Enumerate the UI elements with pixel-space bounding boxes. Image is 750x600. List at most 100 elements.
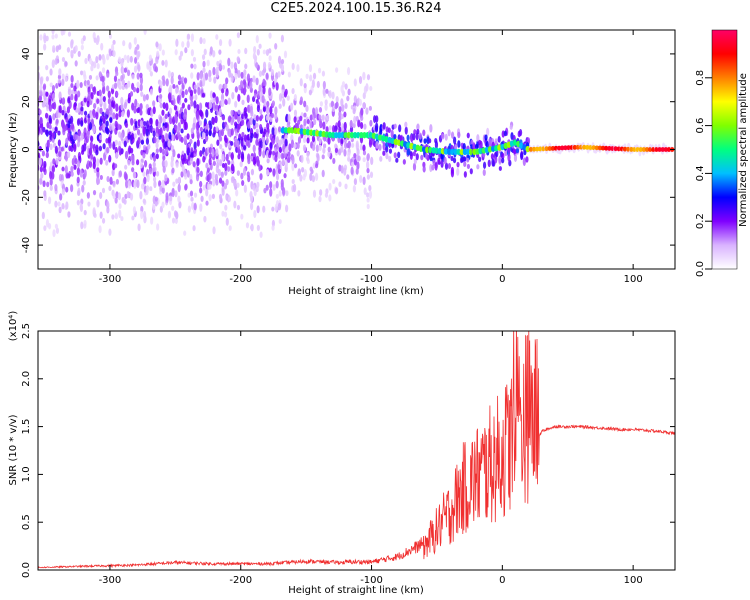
spectrogram-cell [476, 134, 480, 142]
spectrogram-cell [197, 86, 201, 96]
spectrogram-cell [51, 165, 56, 173]
spectrogram-cell [211, 148, 215, 158]
spectrogram-cell [39, 177, 43, 185]
spectrogram-cell [129, 55, 133, 63]
spectrogram-cell [224, 137, 228, 144]
spectrogram-cell [352, 185, 356, 193]
spectrogram-cell [109, 117, 113, 123]
spectrogram-cell [98, 89, 102, 97]
spectrogram-cell [167, 210, 172, 219]
spectrogram-cell [201, 92, 206, 98]
spectrogram-cell [155, 119, 159, 127]
spectrogram-cell [382, 122, 386, 130]
spectrogram-cell [208, 183, 212, 190]
spectrogram-cell [102, 143, 106, 150]
spectrogram-cell [67, 120, 71, 129]
spectrogram-cell [385, 152, 389, 160]
spectrogram-cell [189, 89, 194, 97]
spectrogram-cell [284, 133, 288, 140]
spectrogram-cell [193, 202, 197, 211]
spectrogram-ridge-cell [431, 147, 436, 154]
spectrogram-cell [343, 148, 347, 157]
spectrogram-cell [96, 98, 100, 104]
spectrogram-cell [218, 108, 222, 117]
spectrogram-cell [297, 136, 302, 144]
spectrogram-cell [74, 60, 78, 67]
spectrogram-cell [275, 173, 280, 181]
spectrogram-cell [262, 150, 266, 159]
spectrogram-cell [92, 86, 97, 95]
spectrogram-cell [443, 156, 447, 165]
spectrogram-cell [252, 52, 257, 60]
spectrogram-cell [76, 108, 80, 114]
spectrogram-cell [181, 90, 185, 99]
spectrogram-cell [101, 217, 106, 224]
spectrogram-cell [283, 50, 288, 59]
spectrogram-cell [393, 152, 397, 159]
spectrogram-cell [86, 130, 90, 139]
spectrogram-cell [291, 162, 295, 172]
spectrogram-cell [131, 160, 135, 166]
spectrogram-cell [55, 227, 60, 234]
spectrogram-cell [217, 168, 221, 177]
spectrogram-cell [186, 170, 190, 178]
spectrogram-cell [95, 39, 99, 45]
spectrogram-cell [274, 127, 278, 135]
spectrogram-cell [115, 103, 119, 112]
spectrogram-cell [332, 124, 336, 134]
x-tick-label: -200 [229, 274, 252, 285]
spectrogram-cell [225, 178, 229, 186]
spectrogram-cell [102, 95, 106, 103]
spectrogram-cell [81, 184, 85, 193]
spectrogram-cell [379, 156, 383, 162]
spectrogram-cell [101, 67, 106, 74]
spectrogram-cell [54, 184, 58, 192]
spectrogram-cell [344, 102, 348, 110]
spectrogram-cell [444, 162, 449, 170]
spectrogram-cell [385, 145, 389, 153]
spectrogram-cell [111, 122, 115, 132]
spectrogram-cell [292, 183, 297, 193]
spectrogram-cell [65, 201, 69, 210]
spectrogram-cell [108, 33, 113, 40]
colorbar-tick-label: 0.2 [695, 213, 706, 229]
spectrogram-cell [193, 88, 197, 94]
spectrogram-cell [45, 35, 49, 42]
spectrogram-cell [262, 61, 267, 70]
spectrogram-cell [54, 126, 58, 132]
spectrogram-cell [237, 93, 241, 102]
spectrogram-cell [259, 109, 263, 115]
spectrogram-ridge-cell [629, 147, 634, 152]
spectrogram-cell [249, 202, 254, 211]
spectrogram-cell [359, 143, 363, 151]
spectrogram-cell [263, 187, 267, 194]
spectrogram-cell [88, 74, 93, 80]
spectrogram-cell [120, 102, 124, 111]
spectrogram-cell [39, 34, 43, 41]
spectrogram-cell [212, 92, 216, 99]
spectrogram-cell [139, 191, 143, 200]
spectrogram-cell [193, 84, 197, 90]
spectrogram-cell [168, 131, 172, 141]
spectrogram-cell [457, 131, 461, 139]
spectrogram-cell [306, 151, 310, 158]
spectrogram-cell [161, 60, 165, 66]
spectrogram-cell [115, 112, 119, 121]
spectrogram-cell [319, 120, 323, 128]
spectrogram-cell [503, 130, 507, 137]
spectrogram-cell [444, 133, 448, 141]
spectrogram-cell [262, 78, 266, 87]
spectrogram-cell [278, 139, 282, 148]
spectrogram-cell [67, 211, 71, 218]
spectrogram-cell [155, 126, 159, 134]
spectrogram-ridge-cell [462, 148, 468, 156]
spectrogram-cell [142, 94, 147, 102]
spectrogram-cell [341, 81, 346, 88]
spectrogram-cell [152, 202, 156, 211]
spectrogram-cell [189, 94, 194, 102]
spectrogram-cell [90, 135, 94, 143]
spectrogram-cell [240, 213, 244, 220]
spectrogram-cell [165, 102, 169, 112]
spectrogram-cell [255, 114, 259, 122]
spectrogram-cell [212, 178, 216, 187]
